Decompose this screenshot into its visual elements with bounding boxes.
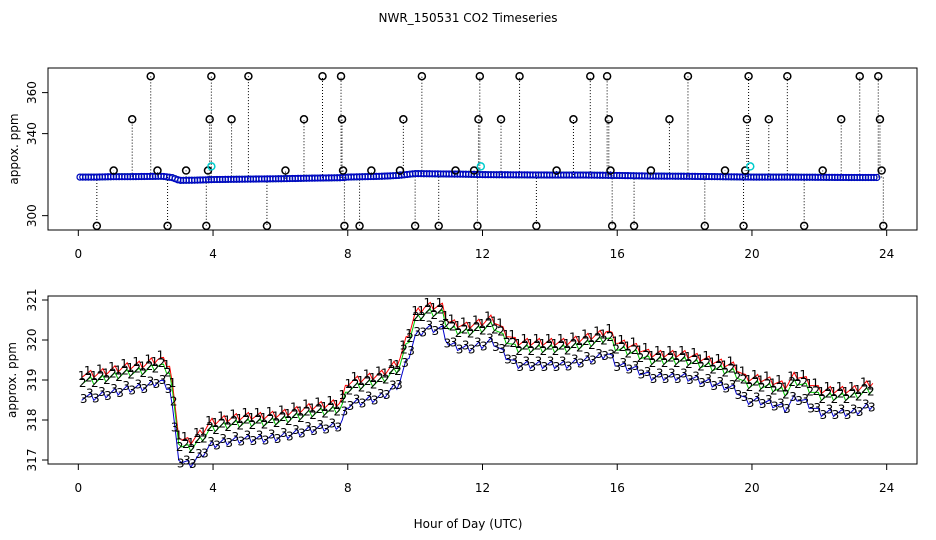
x-tick-label: 8 xyxy=(344,247,352,261)
x-tick-label: 4 xyxy=(209,481,217,495)
top-panel: 0 4 8 12 16 20 24 300 340 360 appox. ppm xyxy=(7,68,917,261)
series-point-2: 2 xyxy=(170,395,178,409)
x-tick-label: 16 xyxy=(610,247,625,261)
x-tick-label: 12 xyxy=(475,481,490,495)
cyan-point xyxy=(747,163,754,170)
series-point-3: 3 xyxy=(165,382,173,396)
series-point-3: 3 xyxy=(868,400,876,414)
x-tick-label: 24 xyxy=(879,481,894,495)
series-point-3: 3 xyxy=(171,421,179,435)
x-tick-label: 20 xyxy=(744,481,759,495)
y-tick-label: 317 xyxy=(25,449,39,472)
x-tick-label: 0 xyxy=(74,247,82,261)
y-tick-label: 340 xyxy=(25,122,39,145)
x-axis-label: Hour of Day (UTC) xyxy=(414,517,523,531)
cyan-point xyxy=(477,163,484,170)
y-tick-label: 318 xyxy=(25,409,39,432)
series-point-3: 3 xyxy=(335,420,343,434)
series-point-3: 3 xyxy=(438,319,446,333)
top-plot-frame xyxy=(48,68,917,230)
series-point-2: 2 xyxy=(437,303,445,317)
series-point-3: 3 xyxy=(783,402,791,416)
x-tick-label: 12 xyxy=(475,247,490,261)
series-point-3: 3 xyxy=(401,356,409,370)
y-tick-label: 360 xyxy=(25,81,39,104)
top-ylabel: appox. ppm xyxy=(7,113,21,184)
series-point-3: 3 xyxy=(395,378,403,392)
y-tick-label: 320 xyxy=(25,329,39,352)
x-tick-label: 4 xyxy=(209,247,217,261)
bottom-ylabel: approx. ppm xyxy=(5,342,19,418)
top-data-marks xyxy=(77,73,887,230)
co2-timeseries-figure: NWR_150531 CO2 Timeseries 0 4 8 12 16 20 24300… xyxy=(0,0,936,540)
x-tick-label: 16 xyxy=(610,481,625,495)
x-tick-label: 24 xyxy=(879,247,894,261)
x-tick-label: 8 xyxy=(344,481,352,495)
y-tick-label: 319 xyxy=(25,369,39,392)
x-tick-label: 0 xyxy=(74,481,82,495)
x-tick-label: 20 xyxy=(744,247,759,261)
bottom-data-marks: 1111111111111111111111111111111111111111… xyxy=(78,296,876,471)
y-tick-label: 300 xyxy=(25,204,39,227)
y-tick-label: 321 xyxy=(25,289,39,312)
bottom-panel: 1111111111111111111111111111111111111111… xyxy=(5,289,917,495)
figure-title: NWR_150531 CO2 Timeseries xyxy=(379,11,558,25)
series-point-3: 3 xyxy=(407,344,415,358)
